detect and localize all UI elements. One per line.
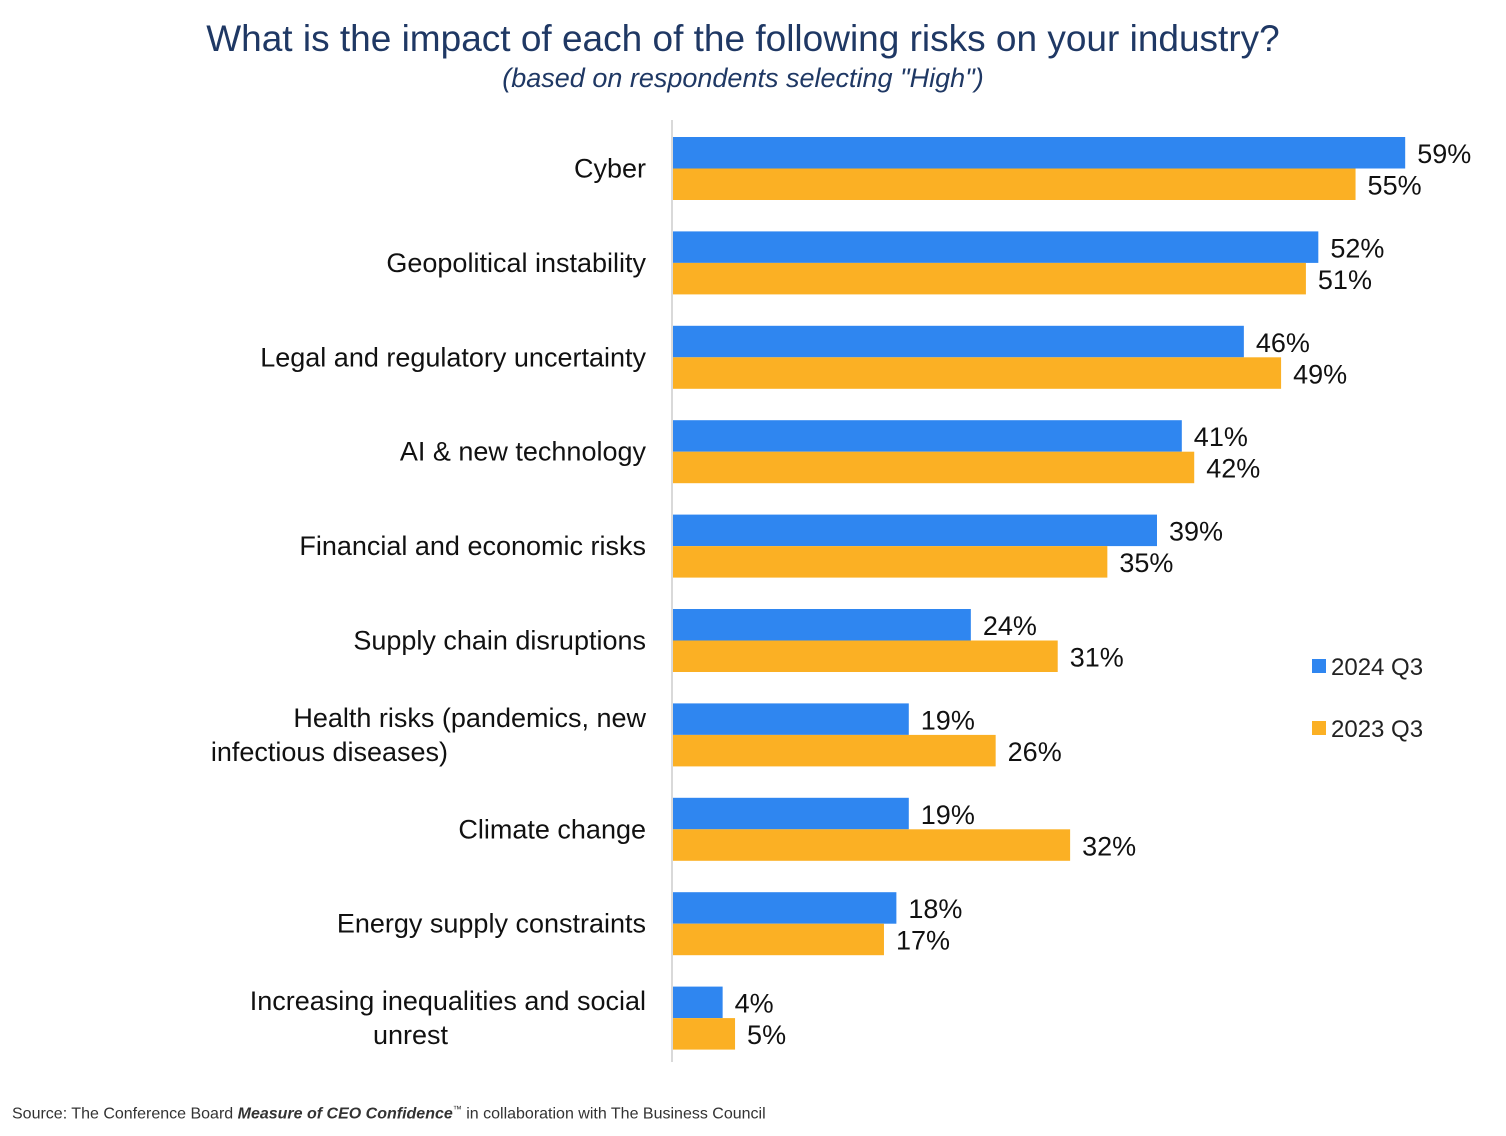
bar-energy-supply-constraints-2023-q3 <box>673 923 884 956</box>
bar-ai-new-technology-2023-q3 <box>673 451 1195 484</box>
bar-ai-new-technology-2024-q3 <box>673 420 1182 452</box>
value-label-health-risks-pandemics-new-infectious-diseases-2023-q3: 26% <box>1008 737 1062 767</box>
bar-supply-chain-disruptions-2023-q3 <box>673 640 1058 672</box>
value-label-climate-change-2023-q3: 32% <box>1082 831 1136 861</box>
legend: 2024 Q3 2023 Q3 <box>1312 654 1423 743</box>
category-label-supply-chain-disruptions: Supply chain disruptions <box>353 626 646 656</box>
source-prefix: Source: The Conference Board <box>12 1105 238 1123</box>
category-label-legal-and-regulatory-uncertainty: Legal and regulatory uncertainty <box>260 342 646 372</box>
bar-cyber-2024-q3 <box>673 137 1406 169</box>
legend-label-2024-q3: 2024 Q3 <box>1331 654 1423 681</box>
value-label-legal-and-regulatory-uncertainty-2024-q3: 46% <box>1256 328 1310 358</box>
bar-geopolitical-instability-2023-q3 <box>673 262 1306 295</box>
source-emphasis: Measure of CEO Confidence <box>237 1105 453 1123</box>
category-label-financial-and-economic-risks: Financial and economic risks <box>299 531 646 561</box>
value-label-geopolitical-instability-2024-q3: 52% <box>1330 233 1384 263</box>
bar-financial-and-economic-risks-2024-q3 <box>673 514 1157 547</box>
value-label-increasing-inequalities-and-social-unrest-2024-q3: 4% <box>735 989 774 1019</box>
category-label-energy-supply-constraints: Energy supply constraints <box>337 909 646 939</box>
value-label-climate-change-2024-q3: 19% <box>921 800 975 830</box>
bar-increasing-inequalities-and-social-unrest-2024-q3 <box>673 986 723 1019</box>
value-label-health-risks-pandemics-new-infectious-diseases-2024-q3: 19% <box>921 705 975 735</box>
value-label-ai-new-technology-2023-q3: 42% <box>1206 454 1260 484</box>
category-label-climate-change: Climate change <box>458 814 646 844</box>
value-label-financial-and-economic-risks-2023-q3: 35% <box>1119 548 1173 578</box>
legend-swatch-2024-q3 <box>1312 659 1326 673</box>
value-label-supply-chain-disruptions-2023-q3: 31% <box>1070 643 1124 673</box>
bar-financial-and-economic-risks-2023-q3 <box>673 546 1108 578</box>
value-label-supply-chain-disruptions-2024-q3: 24% <box>983 611 1037 641</box>
bar-increasing-inequalities-and-social-unrest-2023-q3 <box>673 1018 736 1050</box>
legend-swatch-2023-q3 <box>1312 721 1326 735</box>
bar-climate-change-2023-q3 <box>673 829 1071 861</box>
bar-energy-supply-constraints-2024-q3 <box>673 892 897 924</box>
category-label-geopolitical-instability: Geopolitical instability <box>386 248 646 278</box>
bar-legal-and-regulatory-uncertainty-2024-q3 <box>673 325 1244 358</box>
value-label-cyber-2023-q3: 55% <box>1368 171 1422 201</box>
value-label-legal-and-regulatory-uncertainty-2023-q3: 49% <box>1293 359 1347 389</box>
category-label-increasing-inequalities-and-social-unrest: Increasing inequalities and social unrest <box>250 986 646 1050</box>
bar-health-risks-pandemics-new-infectious-diseases-2024-q3 <box>673 703 909 735</box>
source-suffix: in collaboration with The Business Counc… <box>461 1105 766 1123</box>
category-label-ai-new-technology: AI & new technology <box>400 437 647 467</box>
value-label-increasing-inequalities-and-social-unrest-2023-q3: 5% <box>747 1020 786 1050</box>
category-label-cyber: Cyber <box>574 154 646 184</box>
value-label-geopolitical-instability-2023-q3: 51% <box>1318 265 1372 295</box>
chart-subtitle: (based on respondents selecting "High") <box>502 63 984 93</box>
value-label-ai-new-technology-2024-q3: 41% <box>1194 422 1248 452</box>
value-label-energy-supply-constraints-2024-q3: 18% <box>908 894 962 924</box>
value-label-financial-and-economic-risks-2024-q3: 39% <box>1169 517 1223 547</box>
source-note: Source: The Conference Board Measure of … <box>12 1104 766 1123</box>
labels-layer: Cyber 59%55% Geopolitical instability 52%51… <box>211 139 1471 1050</box>
value-label-cyber-2024-q3: 59% <box>1417 139 1471 169</box>
bar-geopolitical-instability-2024-q3 <box>673 231 1319 263</box>
category-label-health-risks-pandemics-new-infectious-diseases: Health risks (pandemics, new infectious d… <box>211 703 647 767</box>
bar-cyber-2023-q3 <box>673 168 1356 200</box>
bars-layer <box>673 137 1406 1050</box>
value-label-energy-supply-constraints-2023-q3: 17% <box>896 926 950 956</box>
bar-legal-and-regulatory-uncertainty-2023-q3 <box>673 357 1282 389</box>
source-trademark: ™ <box>452 1104 462 1114</box>
chart-title: What is the impact of each of the follow… <box>206 18 1280 59</box>
bar-supply-chain-disruptions-2024-q3 <box>673 609 971 641</box>
bar-health-risks-pandemics-new-infectious-diseases-2023-q3 <box>673 734 996 767</box>
legend-label-2023-q3: 2023 Q3 <box>1331 716 1423 743</box>
bar-climate-change-2024-q3 <box>673 797 909 830</box>
